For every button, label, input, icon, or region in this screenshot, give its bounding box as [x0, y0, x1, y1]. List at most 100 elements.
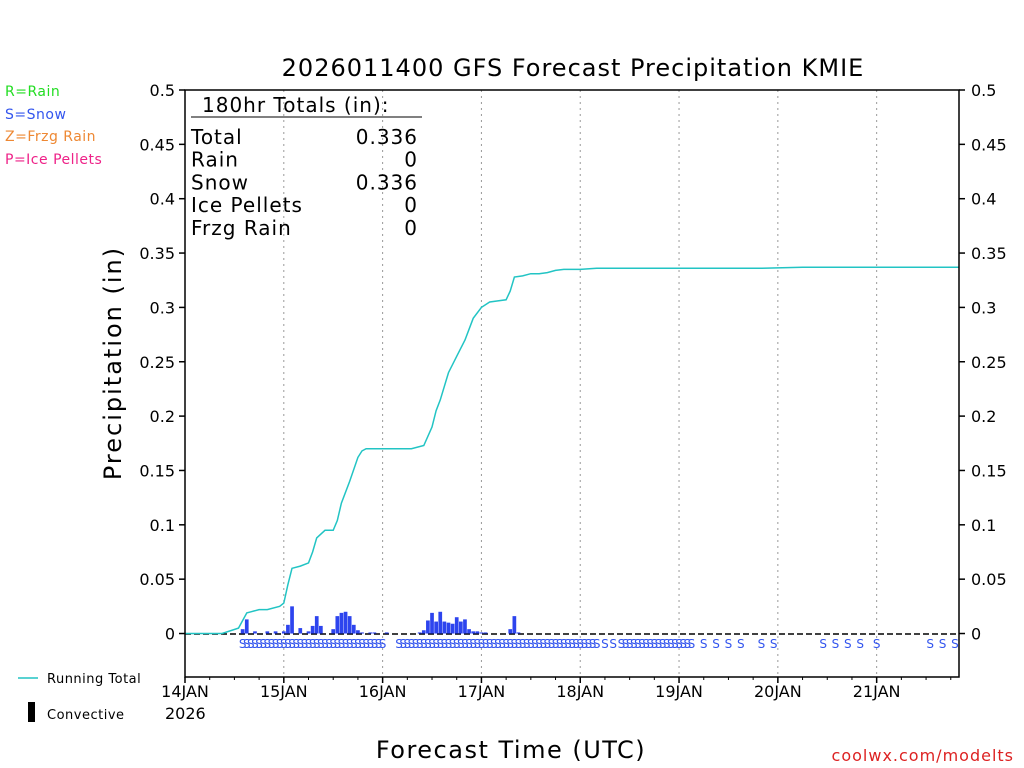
totals-row-value: 0.336	[356, 170, 418, 194]
credit-link[interactable]: coolwx.com/modelts	[832, 746, 1014, 765]
ptype-symbol: S	[428, 637, 436, 651]
ptype-symbol: S	[350, 637, 358, 651]
chart-title: 2026011400 GFS Forecast Precipitation KM…	[282, 54, 865, 82]
snow-bar	[463, 619, 467, 634]
x-tick-label: 21JAN	[853, 682, 901, 701]
snow-bar	[351, 624, 356, 634]
ptype-symbol: S	[667, 637, 675, 651]
ptype-symbol: S	[700, 637, 708, 651]
ptype-symbol: S	[412, 637, 420, 651]
ptype-symbol: S	[301, 637, 309, 651]
snow-bar	[446, 622, 451, 634]
snow-bar	[273, 631, 278, 634]
x-axis-label: Forecast Time (UTC)	[376, 736, 646, 764]
snow-bar	[483, 632, 488, 634]
y-axis-label: Precipitation (in)	[99, 246, 127, 480]
ptype-symbol: S	[856, 637, 864, 651]
ptype-symbol: S	[683, 637, 691, 651]
ptype-symbol: S	[255, 637, 263, 651]
ptype-symbol: S	[268, 637, 276, 651]
snow-bar	[360, 632, 364, 634]
snow-bar	[450, 623, 455, 634]
x-axis-year: 2026	[165, 704, 206, 723]
ptype-symbol: S	[552, 637, 560, 651]
y-tick-label-right: 0.35	[971, 244, 1007, 263]
ptype-legend: R=Rain S=Snow Z=Frzg Rain P=Ice Pellets	[5, 84, 102, 168]
ptype-symbol: S	[844, 637, 852, 651]
ptype-symbol: S	[465, 637, 473, 651]
y-tick-label-right: 0.2	[971, 407, 996, 426]
snow-bar	[281, 631, 286, 634]
x-tick-label: 16JAN	[359, 682, 407, 701]
snow-bar	[454, 617, 459, 634]
y-tick-label-left: 0.1	[150, 516, 175, 535]
totals-row-value: 0	[404, 216, 418, 240]
snow-bar	[438, 611, 443, 634]
y-tick-label-left: 0.3	[150, 298, 175, 317]
ptype-symbol: S	[581, 637, 589, 651]
totals-row-value: 0	[404, 193, 418, 217]
ptype-symbol: S	[618, 637, 626, 651]
ptype-symbol: S	[519, 637, 527, 651]
ptype-symbol: S	[247, 637, 255, 651]
snow-bar	[343, 611, 348, 634]
ptype-symbol: S	[486, 637, 494, 651]
ptype-symbol: S	[473, 637, 481, 651]
snow-bar	[475, 631, 480, 634]
y-tick-label-left: 0.15	[139, 461, 175, 480]
totals-header: 180hr Totals (in):	[202, 93, 390, 117]
y-tick-label-right: 0.05	[971, 570, 1007, 589]
ptype-symbol: S	[313, 637, 321, 651]
y-tick-label-left: 0.2	[150, 407, 175, 426]
ptype-symbol: S	[832, 637, 840, 651]
ptype-symbol: S	[671, 637, 679, 651]
ptype-symbol: S	[366, 637, 374, 651]
totals-row-label: Frzg Rain	[191, 216, 292, 240]
ptype-symbol: S	[449, 637, 457, 651]
ptype-symbol: S	[593, 637, 601, 651]
snow-bar	[286, 624, 290, 634]
ptype-symbol: S	[609, 637, 617, 651]
ptype-symbol: S	[239, 637, 247, 651]
ptype-symbol: S	[642, 637, 650, 651]
y-tick-label-right: 0.3	[971, 298, 996, 317]
ptype-symbol: S	[399, 637, 407, 651]
y-tick-label-left: 0.05	[139, 570, 175, 589]
ptype-symbol: S	[408, 637, 416, 651]
snow-bar	[240, 629, 245, 634]
ptype-symbol: S	[494, 637, 502, 651]
ptype-legend-snow: S=Snow	[5, 107, 66, 123]
ptype-symbol: S	[712, 637, 720, 651]
ptype-symbol: S	[416, 637, 424, 651]
ptype-symbol: S	[737, 637, 745, 651]
totals-row-label: Snow	[191, 170, 249, 194]
snow-bar	[368, 632, 373, 634]
ptype-symbol: S	[626, 637, 634, 651]
snow-bar	[467, 629, 471, 634]
ptype-symbol: S	[560, 637, 568, 651]
ptype-symbol: S	[725, 637, 733, 651]
ptype-symbol: S	[688, 637, 696, 651]
y-tick-label-right: 0	[971, 625, 981, 644]
snow-bar	[458, 621, 463, 634]
ptype-symbol: S	[317, 637, 325, 651]
ptype-symbol: S	[325, 637, 333, 651]
totals-box: 180hr Totals (in): Total 0.336 Rain 0 Snow 0.…	[190, 93, 422, 240]
ptype-symbol: S	[457, 637, 465, 651]
ptype-symbol: S	[469, 637, 477, 651]
x-tick-label: 20JAN	[754, 682, 802, 701]
ptype-symbol: S	[358, 637, 366, 651]
ptype-symbol: S	[375, 637, 383, 651]
running-total-line	[185, 266, 959, 635]
snow-bar	[244, 619, 249, 634]
ptype-symbol: S	[585, 637, 593, 651]
x-tick-label: 19JAN	[655, 682, 703, 701]
snow-bar	[356, 630, 360, 634]
ptype-symbol: S	[502, 637, 510, 651]
convective-legend-swatch	[28, 702, 35, 722]
ptype-symbol: S	[564, 637, 572, 651]
y-tick-label-right: 0.25	[971, 353, 1007, 372]
snow-bar	[347, 616, 352, 634]
snow-bar	[331, 629, 336, 634]
x-tick-label: 15JAN	[260, 682, 308, 701]
